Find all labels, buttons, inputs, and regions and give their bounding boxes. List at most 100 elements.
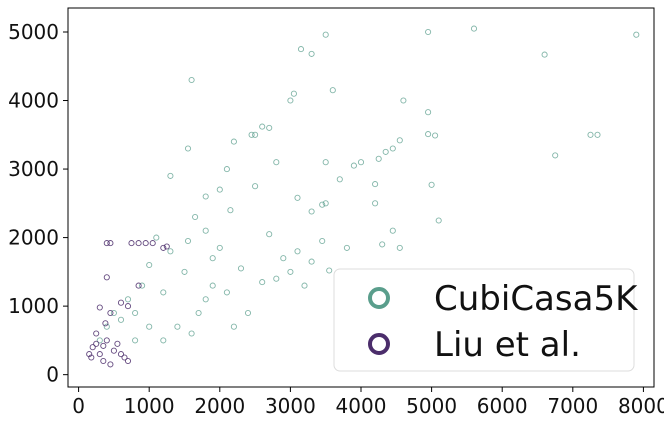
scatter-point xyxy=(93,330,100,337)
scatter-point xyxy=(308,50,315,57)
scatter-point xyxy=(400,97,407,104)
scatter-point xyxy=(117,351,125,358)
x-tick-label: 8000 xyxy=(618,394,664,418)
x-tick-label: 7000 xyxy=(547,394,598,418)
scatter-point xyxy=(319,237,326,245)
scatter-point xyxy=(160,244,167,251)
scatter-point xyxy=(301,282,308,289)
scatter-point xyxy=(103,323,110,330)
scatter-point xyxy=(110,309,117,317)
scatter-point xyxy=(259,123,266,130)
legend-marker-cubicasa5k xyxy=(368,287,390,309)
scatter-point xyxy=(163,243,170,250)
scatter-point xyxy=(396,137,403,144)
y-tick-label: 2000 xyxy=(8,226,59,250)
scatter-point xyxy=(223,166,230,173)
scatter-point xyxy=(135,282,142,289)
scatter-point xyxy=(432,132,439,139)
scatter-point xyxy=(290,90,297,97)
scatter-point xyxy=(103,274,110,281)
scatter-point xyxy=(174,323,181,330)
scatter-point xyxy=(128,240,135,247)
scatter-point xyxy=(343,244,350,251)
scatter-point xyxy=(167,248,174,255)
scatter-point xyxy=(587,131,594,138)
series-liu-points xyxy=(86,240,170,368)
scatter-point xyxy=(188,76,195,84)
scatter-point xyxy=(96,304,103,311)
scatter-point xyxy=(389,145,396,152)
x-tick-label: 6000 xyxy=(477,394,528,418)
scatter-point xyxy=(227,207,234,214)
scatter-point xyxy=(100,357,107,365)
scatter-point xyxy=(195,309,202,317)
scatter-point xyxy=(153,234,160,241)
scatter-point xyxy=(319,201,326,208)
scatter-point xyxy=(287,97,294,104)
scatter-point xyxy=(146,261,153,269)
x-tick-label: 0 xyxy=(72,394,85,418)
scatter-point xyxy=(117,299,125,306)
scatter-point xyxy=(110,347,117,354)
scatter-point xyxy=(252,131,259,138)
y-tick-label: 5000 xyxy=(8,20,59,44)
scatter-point xyxy=(93,340,100,347)
series-cubicasa5k-points xyxy=(96,25,640,344)
scatter-point xyxy=(396,244,403,251)
scatter-point xyxy=(103,240,110,247)
scatter-point xyxy=(266,124,273,131)
scatter-point xyxy=(103,337,110,344)
scatter-point xyxy=(350,162,357,169)
scatter-point xyxy=(184,145,192,152)
scatter-point xyxy=(100,342,107,349)
scatter-point xyxy=(184,237,192,245)
scatter-point xyxy=(96,337,103,344)
scatter-point xyxy=(160,337,167,344)
scatter-point xyxy=(552,152,559,159)
x-axis: 0 1000 2000 3000 4000 5000 6000 7000 8000 xyxy=(72,387,664,418)
scatter-point xyxy=(149,240,156,247)
scatter-point xyxy=(89,344,96,351)
scatter-point xyxy=(273,159,280,166)
scatter-point xyxy=(86,351,93,358)
scatter-point xyxy=(389,227,396,234)
scatter-point xyxy=(117,316,125,323)
scatter-point xyxy=(280,255,287,262)
scatter-point xyxy=(329,87,336,94)
scatter-point xyxy=(252,183,259,190)
x-tick-label: 5000 xyxy=(406,394,457,418)
x-tick-label: 3000 xyxy=(265,394,316,418)
y-tick-label: 0 xyxy=(46,363,59,387)
scatter-point xyxy=(308,208,315,215)
scatter-point xyxy=(435,217,442,224)
scatter-point xyxy=(425,131,432,138)
scatter-point xyxy=(121,354,128,361)
scatter-point xyxy=(188,330,195,337)
scatter-point xyxy=(124,296,132,303)
scatter-point xyxy=(322,159,329,166)
y-tick-label: 1000 xyxy=(8,294,59,318)
scatter-point xyxy=(294,248,301,255)
scatter-point xyxy=(425,109,432,116)
scatter-point xyxy=(230,138,237,145)
scatter-point xyxy=(135,240,142,247)
scatter-point xyxy=(470,25,478,32)
scatter-point xyxy=(216,244,223,251)
scatter-point xyxy=(107,361,114,368)
scatter-point xyxy=(114,340,121,347)
scatter-point xyxy=(181,268,188,275)
scatter-point xyxy=(124,357,132,365)
scatter-point xyxy=(594,131,601,138)
legend-label-liu: Liu et al. xyxy=(434,325,581,365)
x-tick-label: 2000 xyxy=(194,394,245,418)
legend: CubiCasa5K Liu et al. xyxy=(333,268,639,372)
scatter-point xyxy=(139,282,146,289)
scatter-point xyxy=(237,265,245,272)
scatter-point xyxy=(96,351,103,358)
scatter-point xyxy=(425,28,432,36)
scatter-point xyxy=(541,51,548,58)
scatter-point xyxy=(102,320,109,327)
scatter-point xyxy=(379,241,386,248)
scatter-point xyxy=(372,181,379,188)
